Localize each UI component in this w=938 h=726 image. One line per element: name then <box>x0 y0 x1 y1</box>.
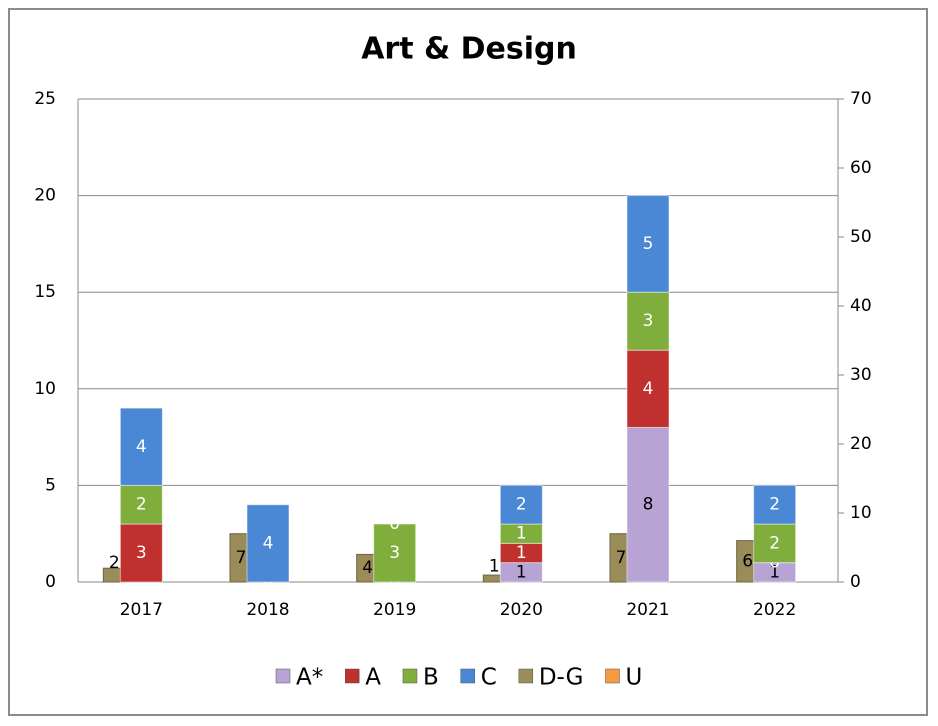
data-label: 2 <box>136 495 147 515</box>
y2-tick-label: 0 <box>850 572 861 592</box>
data-label: 4 <box>263 533 274 553</box>
data-label: 6 <box>742 551 753 571</box>
data-label: 3 <box>389 543 400 563</box>
data-label: 2 <box>516 495 527 515</box>
data-label: 5 <box>643 234 654 254</box>
bar-segment <box>119 523 163 583</box>
legend-label: D-G <box>539 665 584 691</box>
data-label: 2 <box>109 553 120 573</box>
y2-tick-label: 20 <box>850 434 872 454</box>
x-tick-label: 2018 <box>246 600 289 620</box>
legend-label: B <box>423 665 439 691</box>
data-label: 1 <box>516 543 527 563</box>
data-label: 7 <box>236 548 247 568</box>
data-label: 0 <box>389 514 400 534</box>
legend-label: A <box>365 665 381 691</box>
bar-segment <box>119 407 163 486</box>
legend-label: U <box>626 665 643 691</box>
data-label: 1 <box>516 524 527 544</box>
legend-label: A* <box>296 665 323 691</box>
bar-segment <box>753 523 797 564</box>
y-tick-label: 5 <box>45 475 56 495</box>
y-tick-label: 25 <box>34 89 56 109</box>
data-label: 1 <box>769 562 780 582</box>
x-tick-label: 2021 <box>626 600 669 620</box>
bar-segment <box>373 523 417 583</box>
data-label: 4 <box>643 379 654 399</box>
data-label: 8 <box>643 495 654 515</box>
data-label: 1 <box>489 557 500 577</box>
data-label: 2 <box>769 495 780 515</box>
legend-swatch <box>518 668 534 684</box>
y2-tick-label: 70 <box>850 89 872 109</box>
data-label: 4 <box>362 558 373 578</box>
chart-frame <box>8 8 928 716</box>
data-label: 1 <box>516 562 527 582</box>
bar-segment <box>119 484 163 525</box>
bar-segment <box>246 504 290 583</box>
data-label: 3 <box>643 311 654 331</box>
y2-tick-label: 40 <box>850 296 872 316</box>
bar-segment <box>626 195 670 293</box>
data-label: 4 <box>136 437 147 457</box>
legend-swatch <box>402 668 418 684</box>
chart-title: Art & Design <box>361 32 577 67</box>
data-label: 3 <box>136 543 147 563</box>
bar-segment <box>499 484 543 525</box>
legend-label: C <box>481 665 497 691</box>
x-tick-label: 2019 <box>373 600 416 620</box>
x-tick-label: 2022 <box>753 600 796 620</box>
bar-segment <box>626 291 670 351</box>
legend-swatch <box>605 668 620 684</box>
x-tick-label: 2017 <box>120 600 163 620</box>
y2-tick-label: 60 <box>850 158 872 178</box>
data-label: 7 <box>616 548 627 568</box>
y2-tick-label: 10 <box>850 503 872 523</box>
y-tick-label: 15 <box>34 282 56 302</box>
y-tick-label: 0 <box>45 572 56 592</box>
data-label: 2 <box>769 533 780 553</box>
y-tick-label: 10 <box>34 379 56 399</box>
bar-segment <box>626 349 670 428</box>
y2-tick-label: 50 <box>850 227 872 247</box>
legend-swatch <box>344 668 360 684</box>
legend-swatch <box>275 668 291 684</box>
legend-swatch <box>460 668 475 684</box>
bar-segment <box>753 484 797 525</box>
y-tick-label: 20 <box>34 186 56 206</box>
x-tick-label: 2020 <box>500 600 543 620</box>
y2-tick-label: 30 <box>850 365 872 385</box>
